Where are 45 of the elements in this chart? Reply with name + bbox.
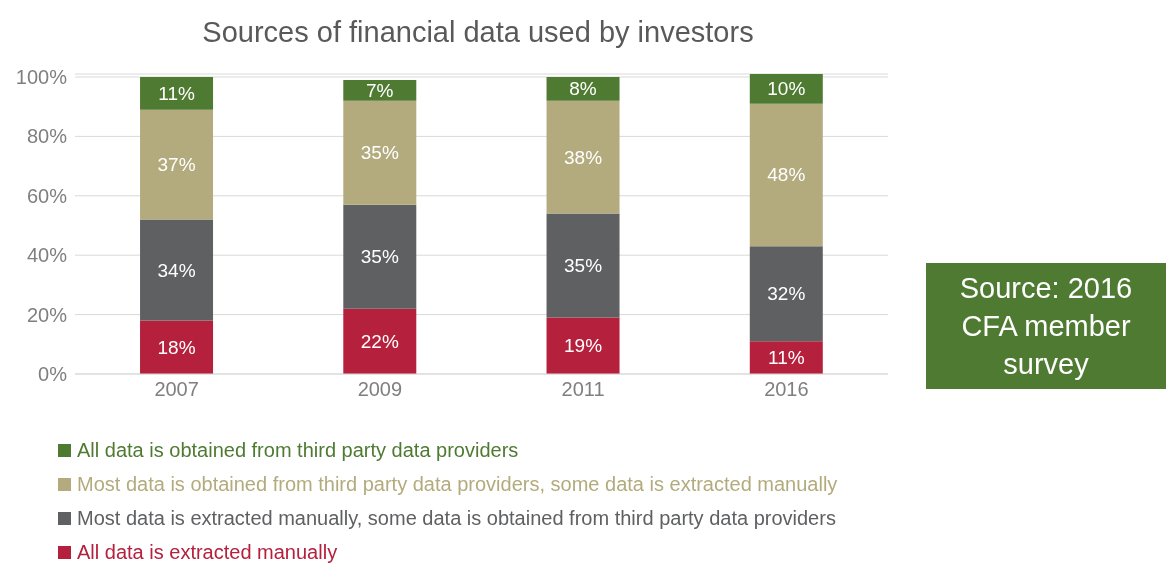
data-label: 37% <box>157 154 196 176</box>
chart-title: Sources of financial data used by investors <box>201 16 755 49</box>
data-label: 35% <box>360 142 399 164</box>
bar <box>343 79 417 101</box>
data-label: 34% <box>157 259 196 281</box>
data-label: 35% <box>564 255 603 277</box>
x-tick-label: 2007 <box>154 378 199 401</box>
data-label: 32% <box>767 283 806 305</box>
y-tick-label: 100% <box>15 66 68 89</box>
x-tick-label: 2009 <box>357 378 403 401</box>
data-label: 11% <box>158 82 195 104</box>
x-tick-label: 2016 <box>764 378 809 401</box>
data-label: 8% <box>569 78 597 100</box>
y-tick-label: 0% <box>38 363 68 386</box>
data-label: 18% <box>157 336 196 358</box>
y-tick-label: 20% <box>26 303 68 326</box>
bar <box>140 109 214 220</box>
y-tick-label: 60% <box>26 184 68 207</box>
y-tick-label: 40% <box>26 244 68 267</box>
x-tick-label: 2011 <box>561 378 605 401</box>
source-note: Source: 2016 CFA member survey <box>926 263 1166 389</box>
data-label: 7% <box>366 79 394 101</box>
bar <box>343 204 417 309</box>
bar <box>343 100 417 205</box>
data-label: 19% <box>564 335 603 357</box>
bar <box>546 317 620 374</box>
bar <box>546 100 620 214</box>
data-label: 38% <box>564 146 603 168</box>
legend-label: All data is extracted manually <box>77 540 338 563</box>
bar <box>343 308 417 374</box>
legend-label: Most data is obtained from third party data providers, some data is extracted manually <box>77 472 838 497</box>
legend-label: All data is obtained from third party data providers <box>77 438 519 463</box>
bar <box>546 213 620 318</box>
y-tick-label: 80% <box>26 125 68 148</box>
bar <box>749 246 823 342</box>
data-label: 10% <box>767 78 806 100</box>
bar <box>749 103 823 247</box>
data-label: 11% <box>767 347 805 369</box>
data-label: 48% <box>767 164 806 186</box>
data-label: 22% <box>360 330 399 352</box>
data-label: 35% <box>360 246 399 268</box>
bar <box>140 219 214 321</box>
legend-label: Most data is extracted manually, some data is obtained from third party data providers <box>77 506 836 531</box>
bar <box>140 76 214 110</box>
bar <box>140 320 214 374</box>
